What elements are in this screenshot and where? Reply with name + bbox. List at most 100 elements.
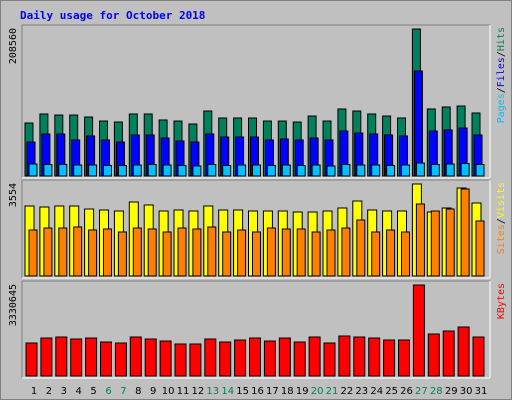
bar: [296, 228, 306, 277]
bar: [308, 336, 321, 377]
bar: [222, 164, 232, 177]
bar: [412, 284, 425, 377]
bar: [207, 226, 217, 277]
bar: [263, 340, 276, 377]
bar: [103, 164, 112, 177]
bar: [401, 231, 410, 277]
x-tick-label: 28: [430, 386, 443, 397]
bar: [147, 164, 157, 177]
bar: [401, 164, 410, 177]
x-tick-label: 31: [475, 386, 488, 397]
bar: [117, 164, 127, 177]
bar: [159, 340, 172, 377]
x-tick-label: 11: [177, 386, 190, 397]
bar: [192, 228, 202, 277]
bar: [70, 338, 83, 377]
x-tick-label: 23: [355, 386, 368, 397]
bar: [326, 229, 336, 277]
bar: [475, 220, 485, 277]
bar: [25, 342, 38, 377]
bar: [40, 337, 53, 377]
bar: [43, 227, 53, 277]
bar: [234, 339, 247, 377]
bar: [252, 231, 261, 277]
bar: [266, 227, 276, 277]
legend-separator: /: [496, 51, 507, 57]
x-tick-label: 19: [296, 386, 309, 397]
bar: [356, 219, 366, 277]
legend-entry: Visits: [496, 182, 507, 218]
bar: [311, 164, 321, 177]
bar: [177, 227, 187, 277]
legend: Sites/Visits: [496, 182, 507, 254]
bar: [249, 337, 261, 377]
x-tick-label: 12: [192, 386, 205, 397]
bar: [281, 228, 291, 277]
bar: [398, 339, 410, 377]
x-tick-label: 26: [400, 386, 413, 397]
bar: [341, 227, 351, 277]
bar: [132, 164, 142, 177]
bar: [207, 164, 217, 177]
x-tick-label: 5: [90, 386, 96, 397]
bar: [58, 227, 68, 277]
bar: [129, 336, 142, 377]
bar: [73, 164, 83, 177]
x-tick-label: 16: [251, 386, 264, 397]
x-tick-label: 13: [206, 386, 219, 397]
x-tick-label: 2: [46, 386, 52, 397]
bar: [88, 164, 98, 177]
bar: [43, 164, 53, 177]
bar: [252, 164, 261, 177]
bar: [430, 210, 440, 277]
bar: [472, 336, 485, 377]
bar: [237, 164, 247, 177]
bar: [162, 231, 172, 277]
bar: [371, 164, 381, 177]
bar: [132, 227, 142, 277]
bar: [356, 164, 366, 177]
legend-entry: Pages: [496, 93, 507, 123]
x-tick-label: 22: [341, 386, 354, 397]
bar: [192, 165, 202, 177]
bar: [415, 203, 425, 277]
legend: KBytes: [496, 283, 507, 319]
bar: [475, 164, 485, 177]
x-tick-label: 4: [76, 386, 82, 397]
bar: [55, 336, 68, 377]
bar: [371, 231, 381, 277]
y-tick-label: 3330645: [8, 284, 19, 326]
x-tick-label: 24: [370, 386, 383, 397]
legend-entry: Hits: [496, 27, 507, 51]
bar: [237, 229, 247, 277]
bar: [415, 162, 425, 177]
bar: [293, 341, 306, 377]
x-tick-label: 8: [135, 386, 141, 397]
x-tick-label: 9: [150, 386, 156, 397]
bar: [162, 164, 172, 177]
chart-title: Daily usage for October 2018: [20, 9, 205, 22]
legend: Pages/Files/Hits: [496, 27, 507, 123]
x-tick-label: 15: [236, 386, 249, 397]
bar: [445, 208, 455, 277]
bar: [296, 164, 306, 177]
bar: [338, 335, 351, 377]
x-tick-label: 3: [61, 386, 67, 397]
bar: [85, 337, 98, 377]
x-tick-label: 21: [326, 386, 339, 397]
x-tick-label: 18: [281, 386, 294, 397]
bar: [219, 341, 232, 377]
bar: [326, 165, 336, 177]
legend-separator: /: [496, 87, 507, 93]
legend-separator: /: [496, 218, 507, 224]
bar: [222, 231, 232, 277]
x-tick-label: 6: [105, 386, 111, 397]
bar: [442, 330, 455, 377]
bar: [386, 164, 396, 177]
x-tick-label: 17: [266, 386, 279, 397]
bar: [100, 341, 112, 377]
bar: [341, 164, 351, 177]
bar: [430, 164, 440, 177]
y-tick-label: 208560: [8, 28, 19, 64]
